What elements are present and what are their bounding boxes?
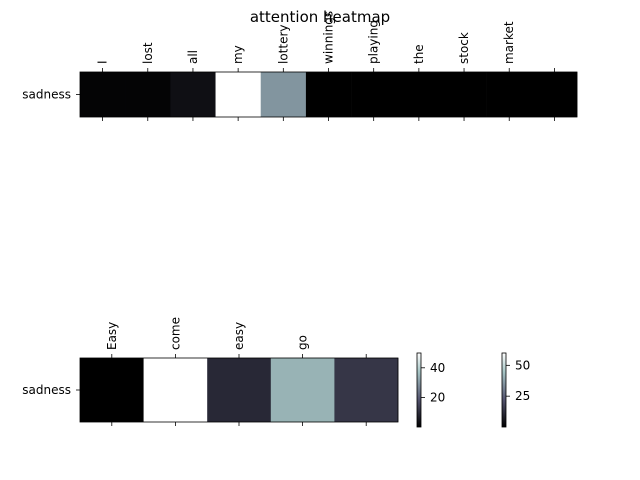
colorbar-scale xyxy=(501,352,507,428)
x-tick-label: come xyxy=(168,317,182,350)
colorbar-tick-label: 25 xyxy=(515,389,530,403)
x-tick-label: Easy xyxy=(105,322,119,350)
x-tick-label: the xyxy=(412,44,426,64)
x-tick-label: I xyxy=(96,60,110,64)
heatmap-cell xyxy=(270,358,335,422)
x-tick-label: stock xyxy=(457,32,471,64)
colorbar-scale xyxy=(416,352,422,428)
x-tick-label: go xyxy=(296,335,310,350)
heatmap-cell xyxy=(531,72,578,117)
heatmap-cell xyxy=(334,358,399,422)
heatmap-cell xyxy=(260,72,307,117)
colorbar-tick-label: 50 xyxy=(515,358,530,372)
heatmap-cell xyxy=(215,72,262,117)
heatmap-cell xyxy=(170,72,216,117)
x-tick-label: all xyxy=(186,50,200,64)
x-tick-label: lost xyxy=(141,42,155,64)
heatmap-cell xyxy=(207,358,272,422)
heatmap-bottom: Easy come easy go sadness xyxy=(22,317,399,426)
heatmap-cell xyxy=(486,72,533,117)
heatmap-cell xyxy=(441,72,487,117)
x-tick-label: my xyxy=(231,45,245,64)
heatmap-cell xyxy=(143,358,208,422)
x-tick-label: winnings xyxy=(322,11,336,64)
heatmap-cell xyxy=(80,72,126,117)
colorbar-top-heatmap: 25 50 xyxy=(501,352,530,428)
y-tick-label: sadness xyxy=(22,383,71,397)
heatmap-cell xyxy=(305,72,352,117)
y-tick-label: sadness xyxy=(22,88,71,102)
x-tick-label: playing xyxy=(367,20,381,64)
heatmap-cell xyxy=(80,358,144,422)
heatmap-cell xyxy=(351,72,397,117)
colorbar-tick-label: 40 xyxy=(430,361,445,375)
chart-title: attention heatmap xyxy=(250,8,390,26)
x-tick-label: lottery xyxy=(276,24,290,64)
colorbar-tick-label: 20 xyxy=(430,390,445,404)
x-tick-label: easy xyxy=(232,322,246,350)
x-tick-label: market xyxy=(502,21,516,64)
heatmap-cell xyxy=(396,72,442,117)
heatmap-cell xyxy=(125,72,171,117)
